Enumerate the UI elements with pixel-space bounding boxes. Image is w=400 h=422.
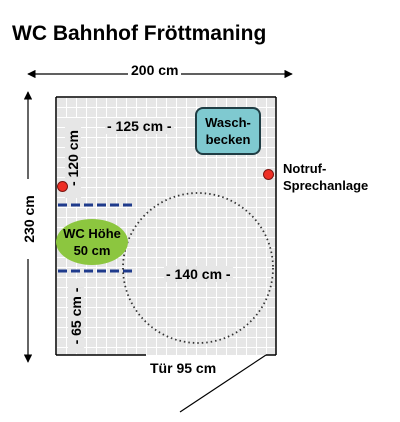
inner-width-label: - 125 cm - (105, 118, 174, 134)
width-total-label: 200 cm (128, 62, 182, 78)
emergency-label-line1: Notruf- (283, 161, 327, 176)
door-label: Tür 95 cm (150, 360, 217, 376)
wc-label-line1: WC Höhe (63, 226, 121, 241)
sink-label-line1: Wasch- (205, 115, 251, 130)
page-title: WC Bahnhof Fröttmaning (12, 22, 267, 45)
emergency-label: Notruf- Sprechanlage (283, 160, 368, 194)
wc-label-line2: 50 cm (73, 243, 111, 258)
wc-toilet: WC Höhe 50 cm (56, 219, 128, 265)
sink: Wasch- becken (195, 107, 261, 155)
door-leaf (179, 354, 267, 413)
emergency-call-dot-right (263, 169, 274, 180)
left-lower-label: - 65 cm - (68, 279, 84, 353)
turning-circle (122, 192, 274, 344)
emergency-label-line2: Sprechanlage (283, 178, 369, 193)
height-total-label: 230 cm (21, 179, 37, 259)
turning-circle-label: - 140 cm - (164, 266, 233, 282)
emergency-call-dot-left (57, 181, 68, 192)
sink-label-line2: becken (205, 132, 251, 147)
